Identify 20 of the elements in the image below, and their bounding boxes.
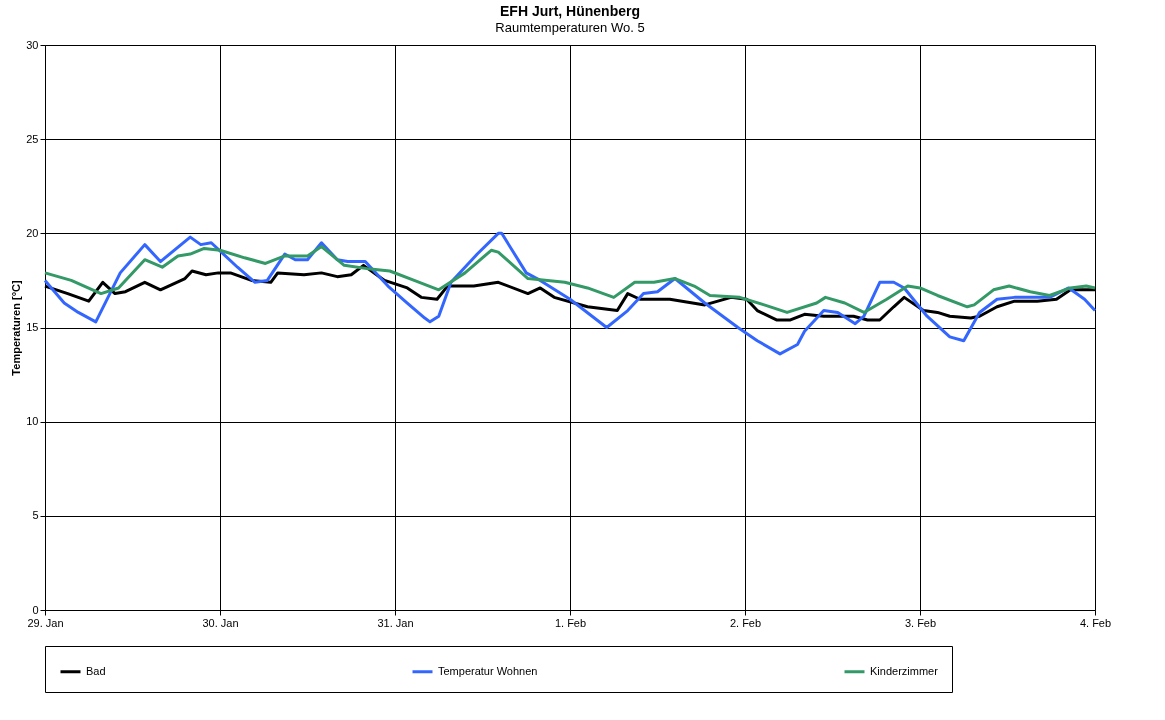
x-tick-label: 1. Feb — [554, 616, 587, 629]
x-tick-label: 4. Feb — [1079, 616, 1112, 629]
x-tick-label: 29. Jan — [27, 616, 64, 629]
x-tick-label: 30. Jan — [202, 616, 239, 629]
x-tick-label: 2. Feb — [729, 616, 762, 629]
legend-label: Bad — [86, 664, 106, 677]
y-tick-label: 10 — [26, 415, 39, 428]
y-axis-title: Temperaturen [°C] — [10, 280, 23, 376]
y-tick-label: 5 — [32, 509, 39, 522]
y-tick-label: 0 — [32, 603, 39, 616]
x-tick-label: 3. Feb — [904, 616, 937, 629]
y-tick-label: 30 — [26, 38, 39, 51]
y-tick-label: 15 — [26, 321, 39, 333]
legend-label: Temperatur Wohnen — [438, 664, 538, 677]
chart-title: EFH Jurt, Hünenberg — [499, 3, 641, 19]
y-tick-label: 25 — [26, 132, 39, 145]
x-tick-label: 31. Jan — [377, 616, 414, 629]
y-tick-label: 20 — [26, 226, 39, 239]
chart-subtitle: Raumtemperaturen Wo. 5 — [495, 20, 645, 35]
legend-label: Kinderzimmer — [870, 664, 939, 677]
